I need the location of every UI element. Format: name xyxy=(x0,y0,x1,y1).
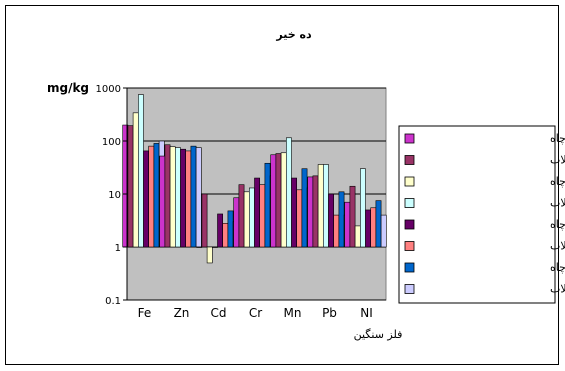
bar xyxy=(190,145,197,248)
bar xyxy=(196,246,203,248)
legend-label: دانه - فاضلاب xyxy=(550,240,565,253)
bar xyxy=(338,191,345,248)
bar xyxy=(243,191,250,248)
bar xyxy=(322,164,329,248)
x-tick-label: NI xyxy=(360,306,373,320)
y-axis-label: mg/kg xyxy=(47,81,89,95)
x-tick-label: Pb xyxy=(322,306,337,320)
bar xyxy=(296,189,303,248)
bar xyxy=(380,214,387,248)
legend-label: بلال - چاه xyxy=(550,261,565,274)
bar xyxy=(180,148,186,248)
legend-swatch xyxy=(404,133,415,144)
bar xyxy=(227,210,234,248)
bar xyxy=(222,223,229,248)
bar xyxy=(153,143,160,248)
bar xyxy=(249,187,255,248)
bar xyxy=(175,147,181,248)
bar xyxy=(132,112,139,248)
x-tick-label: Cr xyxy=(249,306,262,320)
bar xyxy=(285,137,292,248)
bar xyxy=(233,197,240,248)
y-tick-label: 1 xyxy=(115,243,121,254)
legend-swatch xyxy=(404,176,415,187)
bar xyxy=(238,184,245,248)
bar xyxy=(138,94,144,248)
bar xyxy=(317,164,324,248)
bar xyxy=(217,213,223,248)
legend-swatch xyxy=(404,284,415,294)
bar xyxy=(359,168,366,248)
bar xyxy=(159,155,166,248)
y-tick-label: 1000 xyxy=(96,84,121,95)
bar xyxy=(328,193,334,248)
y-tick-label: 100 xyxy=(102,137,121,148)
legend-label: ریشه - فاضلاب xyxy=(550,197,565,210)
x-axis-label: فلز سنگین xyxy=(354,328,403,341)
bar xyxy=(354,225,361,248)
bar xyxy=(349,185,356,248)
bar xyxy=(254,177,260,248)
bar xyxy=(185,150,192,248)
legend-swatch xyxy=(404,219,415,230)
legend-swatch xyxy=(404,262,415,273)
bar xyxy=(270,154,277,248)
bar xyxy=(375,200,382,248)
bar xyxy=(275,153,282,248)
x-tick-label: Zn xyxy=(174,306,190,320)
chart-title: ده خیر xyxy=(275,28,312,41)
legend-label: ریشه - چاه xyxy=(550,175,565,188)
bar xyxy=(264,162,271,248)
bar xyxy=(195,147,202,248)
legend-swatch xyxy=(404,198,415,208)
bar xyxy=(143,150,149,248)
legend-swatch xyxy=(404,241,415,251)
bar xyxy=(280,152,287,248)
bar xyxy=(201,193,208,248)
bar xyxy=(164,144,171,248)
bar xyxy=(333,214,340,248)
bar xyxy=(370,207,377,248)
x-tick-label: Cd xyxy=(211,306,227,320)
legend-label: دانه - چاه xyxy=(550,218,565,231)
bar xyxy=(148,145,155,248)
legend-label: اندام هوایی - فاضلاب xyxy=(550,154,565,167)
legend-label: اندام هوایی - چاه xyxy=(550,132,565,145)
bar xyxy=(169,146,176,248)
x-tick-label: Mn xyxy=(284,306,302,320)
bar xyxy=(291,177,297,248)
bar xyxy=(127,125,134,248)
bar xyxy=(344,201,351,248)
bar xyxy=(301,168,308,248)
legend-box xyxy=(398,125,556,304)
bar xyxy=(307,176,314,248)
x-tick-label: Fe xyxy=(138,306,152,320)
y-tick-label: 0.1 xyxy=(105,296,121,307)
bar xyxy=(365,209,371,248)
bar xyxy=(212,246,218,248)
bar xyxy=(259,184,266,248)
y-tick-label: 10 xyxy=(108,190,121,201)
legend-label: بلال - فاضلاب xyxy=(550,283,565,296)
legend-swatch xyxy=(404,155,415,165)
bar xyxy=(312,175,319,248)
bar xyxy=(206,246,213,264)
